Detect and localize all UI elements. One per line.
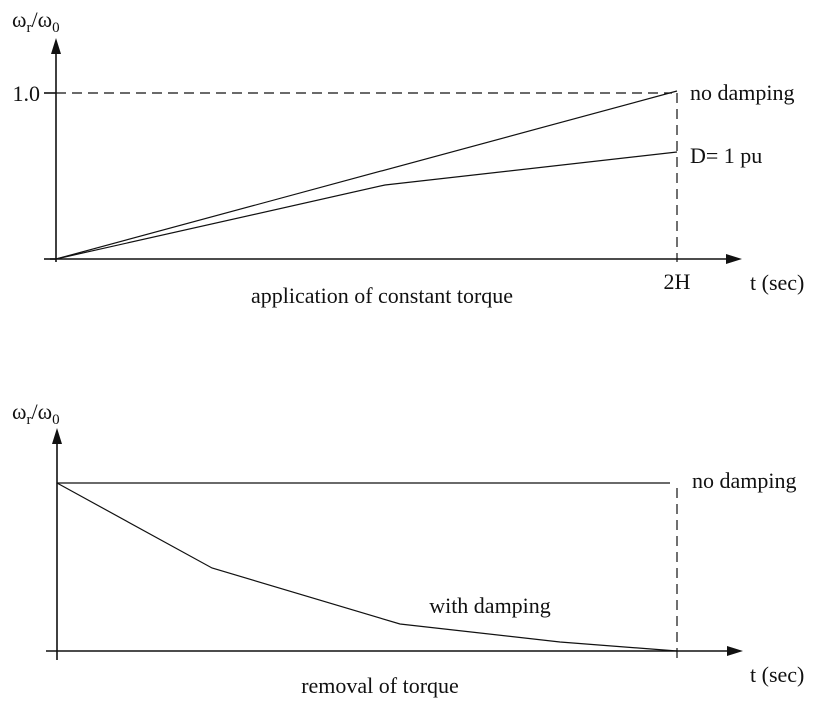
chart-caption: application of constant torque bbox=[251, 283, 513, 308]
series-label-d-1pu: D= 1 pu bbox=[690, 143, 762, 168]
y-axis-arrowhead bbox=[51, 38, 61, 54]
series-label-no-damping: no damping bbox=[690, 80, 795, 105]
line-no-damping bbox=[55, 90, 678, 260]
x-axis-label: t (sec) bbox=[750, 270, 804, 295]
y-axis-label: ωr/ω0 bbox=[12, 7, 60, 36]
chart-bottom: ωr/ω0 no damping with damping t (sec) re… bbox=[12, 399, 804, 698]
series-label-no-damping: no damping bbox=[692, 468, 797, 493]
x-tick-label: 2H bbox=[664, 269, 691, 294]
x-axis-label: t (sec) bbox=[750, 662, 804, 687]
series-label-with-damping: with damping bbox=[429, 593, 551, 618]
y-axis-arrowhead bbox=[52, 428, 62, 444]
line-with-damping bbox=[56, 482, 678, 652]
y-axis-label: ωr/ω0 bbox=[12, 399, 60, 428]
x-axis-arrowhead bbox=[727, 646, 743, 656]
y-tick-label: 1.0 bbox=[13, 81, 41, 106]
chart-caption: removal of torque bbox=[301, 673, 459, 698]
line-d-1pu bbox=[55, 151, 678, 260]
x-axis-arrowhead bbox=[726, 254, 742, 264]
chart-top: ωr/ω0 1.0 no damping D= 1 pu 2H t (sec) … bbox=[12, 7, 804, 308]
